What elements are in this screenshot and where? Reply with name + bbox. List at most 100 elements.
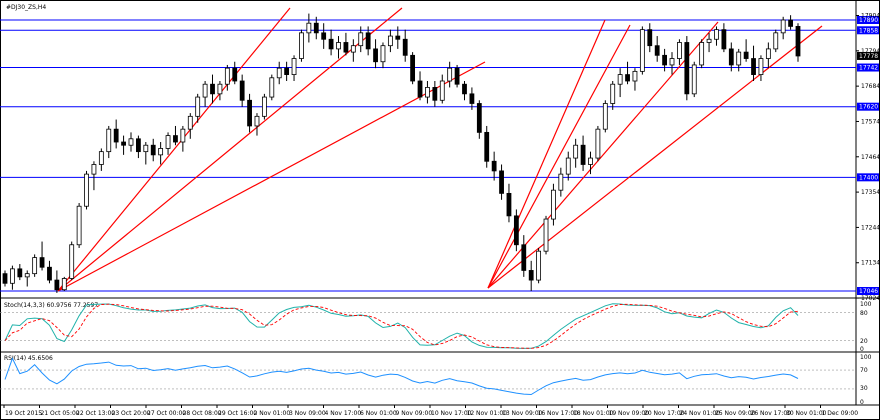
time-axis-label: 12 Nov 01:00 [467,410,508,417]
candle-body [358,32,364,47]
level-price-tag-text: 17620 [859,104,878,111]
candle-body [76,205,82,246]
candle-body [91,164,97,175]
candle-body [402,38,408,56]
rsi-axis-label-70: 70 [860,367,868,374]
candle-body [173,135,178,143]
candle-body [306,22,312,34]
candle-body [795,26,801,57]
level-price-tag-text: 17400 [859,174,878,181]
level-price-tag [857,26,879,35]
candle-body [506,192,512,217]
price-axis: 17904 17794 17684 17574 17464 17354 17244 17134… [856,13,880,302]
candle-body [121,141,126,146]
fan-line[interactable] [57,7,291,292]
candle-body [313,22,319,34]
stoch-axis-label-0: 0 [860,346,864,353]
candle-body [788,19,793,27]
rsi-indicator [0,357,856,396]
time-axis-label: 6 Nov 01:00 [360,410,397,417]
price-axis-label: 17794 [861,48,880,55]
fan-line[interactable] [487,21,719,289]
candle-body [714,29,719,40]
rsi-axis-label-100: 100 [860,354,872,361]
candle-body [84,173,89,207]
fan-line[interactable] [487,24,631,289]
candle-body [54,279,60,291]
candle-body [395,35,401,40]
fan-line[interactable] [57,7,403,292]
fan-line[interactable] [57,61,486,292]
candle-body [232,67,238,82]
level-price-tag-text: 17858 [859,27,878,34]
candle-body [543,218,549,252]
price-axis-label: 17354 [861,189,880,196]
last-price-tag [857,51,879,60]
candle-body [469,93,475,104]
level-price-tag [857,102,879,111]
rsi-axis-label-0: 0 [860,399,864,406]
candle-body [47,266,52,281]
candle-body [758,58,764,75]
candle-body [195,96,201,117]
fan-line[interactable] [487,19,606,289]
stoch-signal-line [4,303,799,349]
stoch-title: Stoch(14,3,3) 60.9756 77.2597 [4,302,98,309]
candle-body [499,170,504,194]
candle-body [417,80,423,98]
candle-body [32,257,38,275]
candle-body [39,257,45,268]
price-axis-label: 17024 [861,295,880,302]
time-axis-label: 20 Nov 17:00 [644,410,685,417]
candle-body [684,42,690,95]
time-axis-label: 1 Dec 09:00 [822,410,859,417]
rsi-title: RSI(14) 45.6506 [4,355,53,362]
candle-body [299,32,304,59]
candle-body [380,45,386,63]
horizontal-levels[interactable]: 17890 17858 17742 17620 17400 17046 17778 [0,16,879,295]
candle-body [350,45,356,53]
candle-body [410,54,416,82]
candle-body [513,215,519,246]
candle-body [261,96,267,117]
candle-body [484,131,490,162]
candle-body [321,32,327,40]
time-axis-label: 3 Nov 09:00 [289,410,326,417]
time-axis-label: 25 Nov 09:00 [715,410,756,417]
candle-body [662,54,667,66]
price-axis-label: 17574 [861,118,880,125]
candle-body [521,244,527,271]
price-axis-label: 17904 [861,13,880,20]
candle-body [432,87,438,101]
candle-body [454,67,460,85]
candle-body [158,148,164,156]
time-axis-label: 9 Nov 09:00 [396,410,433,417]
last-price-tag-text: 17778 [859,53,878,60]
rsi-line [4,357,799,396]
candle-body [639,29,645,72]
candle-body [17,268,23,278]
stochastic-indicator [0,303,856,349]
candle-body [610,83,616,104]
candle-body [669,58,675,66]
time-axis-label: 26 Nov 17:00 [751,410,792,417]
stoch-main-line [4,303,799,349]
price-axis-label: 17244 [861,224,880,231]
candle-body [476,103,482,133]
candle-body [239,80,245,101]
candle-body [387,35,393,47]
candle-body [10,268,15,284]
level-price-tag [857,287,879,295]
time-axis-label: 2 Nov 01:00 [254,410,291,417]
level-price-tag-text: 17046 [859,288,878,295]
candle-body [447,67,453,82]
level-price-tag [857,63,879,72]
time-axis-label: 28 Oct 08:00 [183,410,222,417]
candle-body [150,144,156,156]
level-price-tag [857,16,879,24]
candle-body [721,29,727,50]
time-axis-label: 16 Nov 17:00 [538,410,579,417]
candle-body [654,45,660,56]
candle-body [728,48,734,66]
